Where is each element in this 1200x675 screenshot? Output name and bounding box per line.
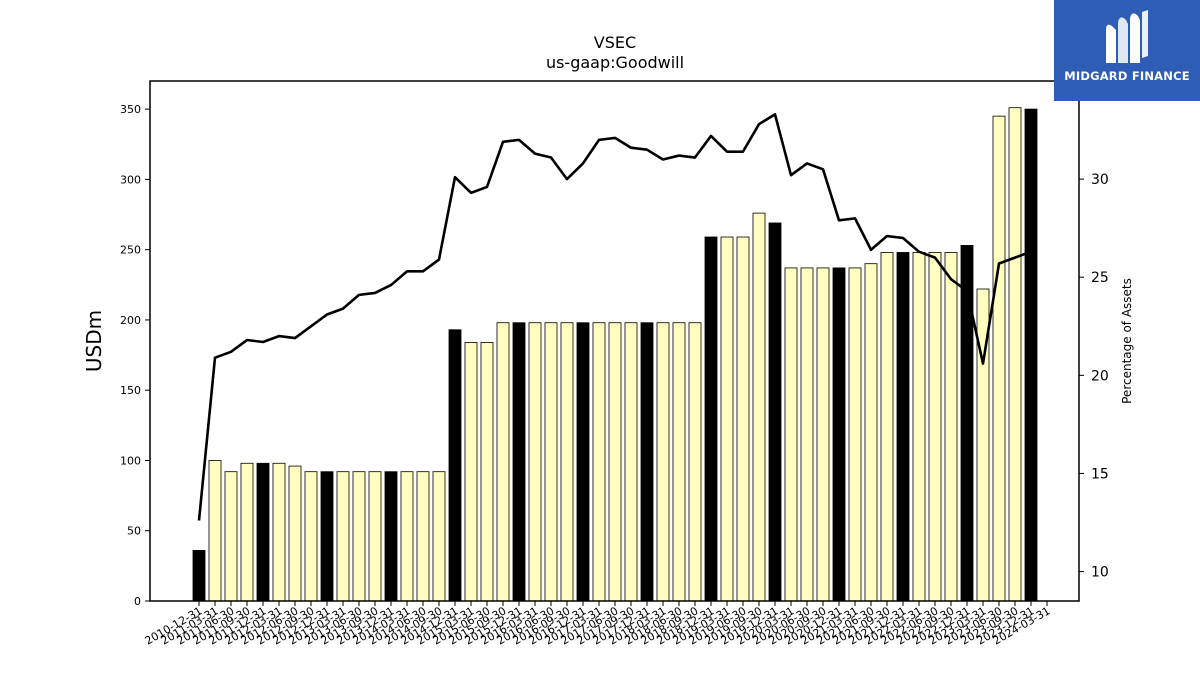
bar (1024, 108, 1038, 602)
bar (416, 471, 430, 602)
y2-tick-label: 25 (1091, 270, 1109, 286)
bar (960, 245, 974, 602)
bar (304, 471, 318, 602)
bar (480, 342, 494, 602)
chart-subtitle: us-gaap:Goodwill (546, 53, 684, 72)
plot-frame (149, 80, 1080, 602)
bar (320, 471, 334, 602)
bar (528, 322, 542, 602)
y-tick-label: 300 (120, 173, 141, 186)
y2-tick-label: 20 (1091, 368, 1109, 384)
bar (240, 462, 254, 602)
y2-axis-label: Percentage of Assets (1120, 278, 1134, 404)
bar (816, 267, 830, 602)
bar (704, 236, 718, 602)
bar (992, 115, 1006, 602)
brand-name: MIDGARD FINANCE (1064, 69, 1190, 83)
y-tick-label: 250 (120, 244, 141, 257)
bar (640, 322, 654, 602)
bar (464, 342, 478, 602)
bar-series (192, 107, 1038, 602)
bar (848, 267, 862, 602)
bar (560, 322, 574, 602)
bar (832, 267, 846, 602)
bar (288, 465, 302, 602)
y-tick-label: 0 (134, 595, 141, 608)
bar (448, 329, 462, 602)
bar (384, 471, 398, 602)
y2-tick-label: 30 (1091, 172, 1109, 188)
bar (800, 267, 814, 602)
y2-tick-label: 10 (1091, 565, 1109, 581)
bar (864, 263, 878, 602)
bar (432, 471, 446, 602)
bar (192, 550, 206, 602)
bar (224, 471, 238, 602)
bar (720, 236, 734, 602)
bar (336, 471, 350, 602)
bar (672, 322, 686, 602)
brand-logo: MIDGARD FINANCE (1054, 0, 1200, 101)
bar (1008, 107, 1022, 602)
bar (928, 252, 942, 602)
bar (736, 236, 750, 602)
y-tick-label: 150 (120, 384, 141, 397)
bar (496, 322, 510, 602)
bar (784, 267, 798, 602)
bar (592, 322, 606, 602)
bar (208, 460, 222, 602)
bar (768, 222, 782, 602)
bar (544, 322, 558, 602)
percentage-line (197, 113, 1032, 521)
bar (256, 462, 270, 602)
chart-title: VSEC (594, 33, 636, 52)
y2-tick-label: 15 (1091, 466, 1109, 482)
bar (576, 322, 590, 602)
bar (656, 322, 670, 602)
bar (400, 471, 414, 602)
bar (912, 252, 926, 602)
percentage-line-series (197, 113, 1032, 521)
y-tick-label: 100 (120, 454, 141, 467)
bar (688, 322, 702, 602)
y-tick-label: 50 (127, 525, 141, 538)
y-tick-label: 200 (120, 314, 141, 327)
bar (352, 471, 366, 602)
bar (896, 252, 910, 602)
bar (624, 322, 638, 602)
bar (752, 212, 766, 602)
y-axis-label: USDm (82, 310, 106, 372)
bar (608, 322, 622, 602)
bar (880, 252, 894, 602)
bar (944, 252, 958, 602)
bar (272, 462, 286, 602)
midgard-m-logo-icon (1106, 10, 1148, 64)
bar (368, 471, 382, 602)
y-tick-label: 350 (120, 103, 141, 116)
bar (512, 322, 526, 602)
